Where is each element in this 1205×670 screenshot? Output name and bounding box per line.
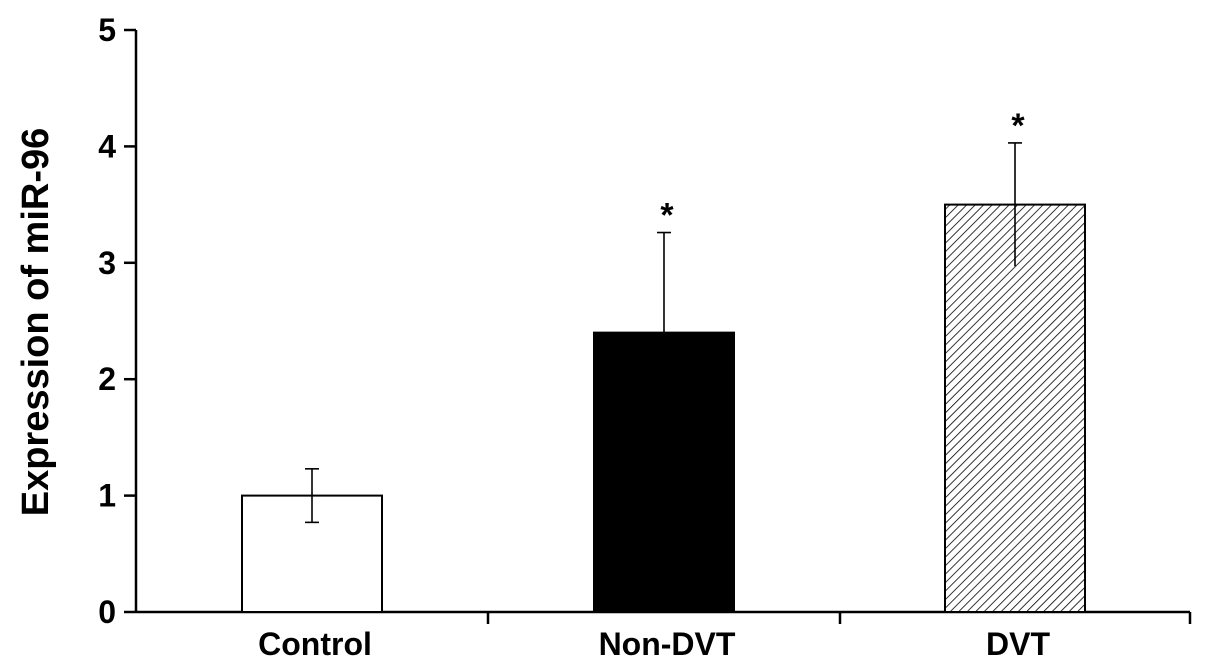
y-tick-label: 5 [98,12,116,48]
bar-dvt [944,203,1086,613]
y-tick-label: 0 [98,594,116,630]
y-tick-label: 1 [98,478,116,514]
x-category-label: Control [258,626,372,662]
y-tick-label: 3 [98,245,116,281]
x-category-label: DVT [986,626,1050,662]
y-tick-label: 4 [98,128,116,164]
bars [241,142,1086,614]
labels: 0 1 2 3 4 5 Control * Non-DVT * DVT [98,12,1050,662]
y-axis-title: Expression of miR-96 [15,128,57,517]
significance-marker: * [660,197,674,235]
x-category-label: Non-DVT [599,626,736,662]
y-tick-label: 2 [98,361,116,397]
significance-marker: * [1011,107,1025,145]
